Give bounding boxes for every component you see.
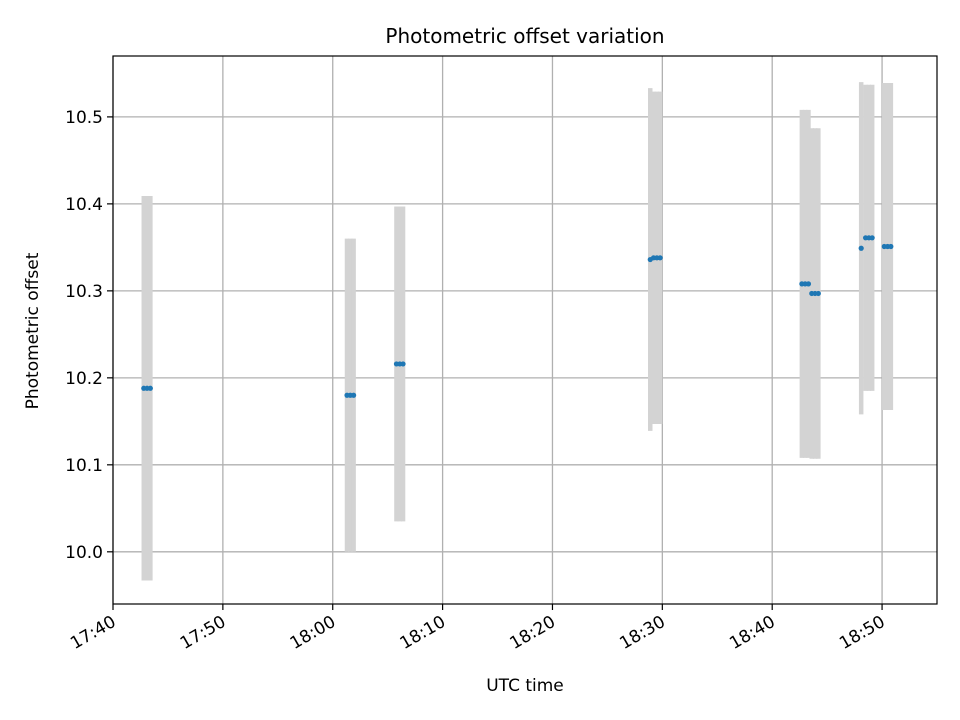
data-point [869,235,875,241]
data-point [147,385,153,391]
chart-title: Photometric offset variation [385,24,664,48]
data-point [858,245,864,251]
y-tick-label: 10.0 [65,543,103,563]
y-tick-label: 10.2 [65,369,103,389]
data-point [657,255,663,261]
data-point [888,243,894,250]
y-axis-ticks: 10.0 10.1 10.2 10.3 10.4 10.5 [65,108,113,563]
y-axis-label: Photometric offset [23,252,43,409]
y-tick-label: 10.5 [65,108,103,128]
data-point [815,290,821,297]
y-tick-label: 10.3 [65,282,103,302]
y-tick-label: 10.1 [65,456,103,476]
data-point [805,281,812,287]
x-axis-label: UTC time [486,676,564,696]
plot-frame [112,55,938,605]
data-point [400,361,406,367]
data-point [351,392,357,398]
plot-area [112,55,938,605]
y-tick-label: 10.4 [65,195,103,215]
data-points [141,235,894,398]
